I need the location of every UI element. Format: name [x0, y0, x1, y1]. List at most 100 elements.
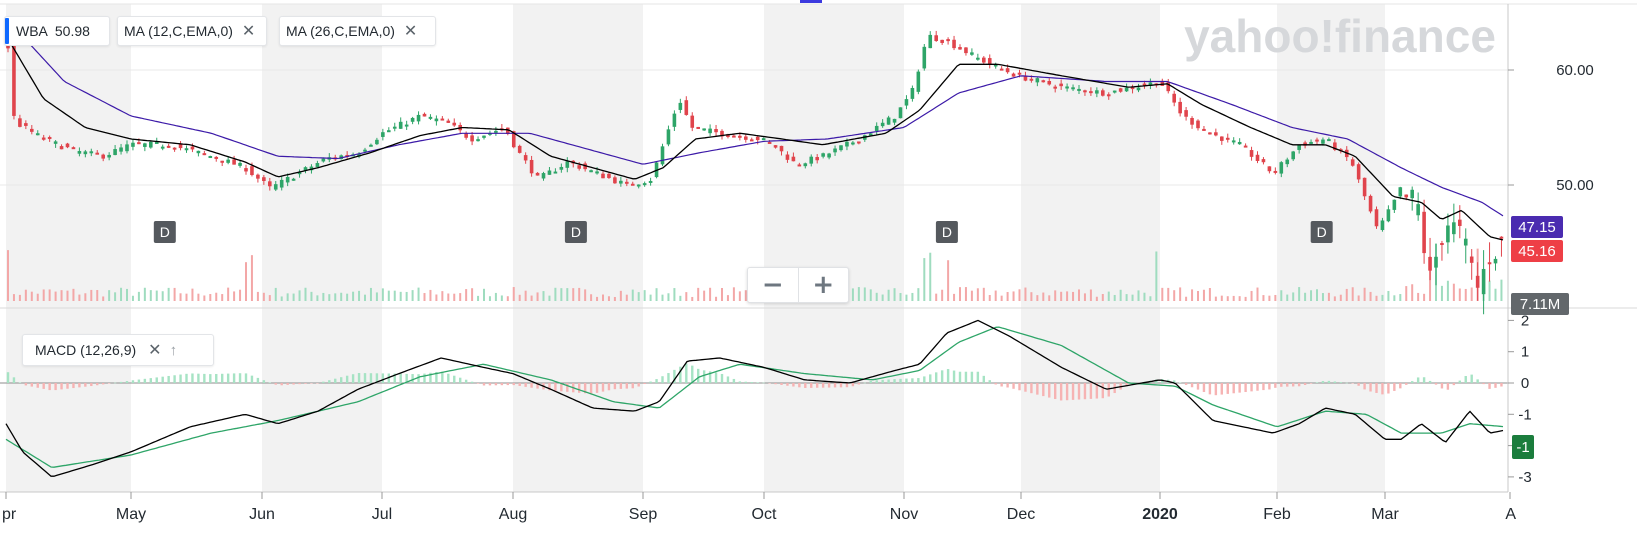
yahoo-finance-watermark: yahoo!finance	[1184, 10, 1496, 62]
volume-bar	[1464, 288, 1467, 301]
candle	[1148, 78, 1153, 90]
candle	[958, 44, 962, 50]
candle	[565, 157, 570, 173]
candle	[970, 48, 974, 56]
top-drag-handle[interactable]	[800, 0, 822, 3]
volume-bar	[923, 258, 926, 301]
arrow-up-icon[interactable]: ↑	[169, 341, 178, 359]
zoom-divider	[797, 268, 799, 302]
dividend-marker[interactable]: D	[564, 221, 587, 243]
volume-bar	[524, 290, 527, 301]
volume-bar	[554, 287, 557, 301]
volume-bar	[12, 294, 15, 301]
candle	[1101, 88, 1105, 97]
macd-histogram-bar	[720, 373, 724, 383]
volume-bar	[66, 290, 69, 301]
candle	[172, 147, 177, 152]
x-tick-label: Jun	[249, 506, 275, 523]
volume-bar	[935, 293, 938, 301]
candle	[208, 155, 213, 159]
macd-histogram-bar	[1321, 381, 1325, 383]
candle	[1178, 97, 1182, 117]
macd-histogram-bar	[1286, 383, 1289, 387]
candle	[999, 66, 1004, 71]
candle	[714, 124, 718, 137]
legend-macd[interactable]: MACD (12,26,9) ✕ ↑	[22, 334, 214, 366]
candle	[285, 173, 290, 187]
volume-bar	[108, 290, 111, 301]
volume-bar	[488, 296, 491, 301]
legend-ma12[interactable]: MA (12,C,EMA,0) ✕	[117, 16, 267, 46]
volume-bar	[155, 290, 158, 301]
volume-bar	[1280, 290, 1283, 301]
candle	[1297, 144, 1301, 154]
macd-histogram-bar	[369, 373, 373, 383]
volume-bar	[1292, 292, 1295, 301]
dividend-marker[interactable]: D	[153, 221, 176, 243]
candle	[613, 175, 617, 184]
close-icon[interactable]: ✕	[403, 23, 418, 40]
volume-bar	[358, 290, 361, 301]
candle	[982, 56, 986, 65]
legend-ma26[interactable]: MA (26,C,EMA,0) ✕	[279, 16, 436, 46]
macd-histogram-bar	[107, 383, 111, 384]
volume-bar	[1405, 286, 1408, 301]
volume-bar	[48, 289, 51, 301]
dividend-label: D	[942, 224, 952, 240]
candle	[1220, 136, 1224, 145]
volume-bar	[1298, 287, 1301, 301]
candle	[30, 125, 34, 135]
close-icon[interactable]: ✕	[241, 23, 256, 40]
candle	[607, 171, 611, 179]
volume-bar	[90, 289, 93, 301]
candle	[523, 152, 528, 164]
volume-bar	[1262, 295, 1265, 301]
legend-ticker[interactable]: WBA 50.98	[4, 16, 110, 46]
ma12-value-badge-text: 45.16	[1518, 243, 1556, 260]
macd-histogram-bar	[1184, 383, 1188, 385]
candle	[827, 152, 831, 160]
macd-histogram-bar	[1422, 377, 1426, 383]
macd-histogram-bar	[470, 381, 474, 383]
macd-histogram-bar	[411, 374, 414, 383]
candle	[47, 135, 52, 142]
x-tick-label: May	[116, 506, 146, 523]
macd-histogram-bar	[298, 383, 301, 385]
candle	[41, 134, 46, 141]
candle	[625, 178, 629, 187]
volume-bar	[1060, 291, 1063, 301]
volume-bar	[173, 287, 176, 301]
candle	[291, 177, 296, 181]
dividend-marker[interactable]: D	[1310, 221, 1333, 243]
volume-bar	[1393, 295, 1396, 301]
candle	[214, 156, 219, 162]
candle	[1291, 150, 1295, 162]
x-tick-label: Mar	[1371, 506, 1399, 523]
candle	[232, 155, 236, 165]
volume-bar	[1452, 283, 1455, 301]
candle	[1398, 186, 1403, 200]
dividend-marker[interactable]: D	[935, 221, 958, 243]
candle	[541, 171, 546, 181]
candle	[761, 137, 766, 141]
macd-histogram-bar	[1226, 383, 1229, 394]
volume-bar	[1220, 295, 1223, 301]
volume-bar	[691, 296, 694, 301]
candle	[410, 116, 415, 125]
volume-bar	[233, 291, 236, 301]
volume-bar	[120, 287, 123, 301]
volume-bar	[851, 288, 854, 301]
macd-histogram-bar	[1214, 383, 1218, 396]
close-icon[interactable]: ✕	[148, 342, 162, 359]
candle	[392, 122, 397, 132]
zoom-in-button[interactable]: +	[812, 270, 835, 300]
macd-histogram-bar	[1232, 383, 1235, 394]
zoom-out-button[interactable]: −	[761, 270, 784, 300]
candle	[1434, 243, 1438, 286]
macd-histogram-bar	[1155, 379, 1158, 383]
candle	[868, 132, 873, 136]
macd-histogram-bar	[1470, 374, 1473, 383]
volume-bar	[1488, 280, 1491, 301]
